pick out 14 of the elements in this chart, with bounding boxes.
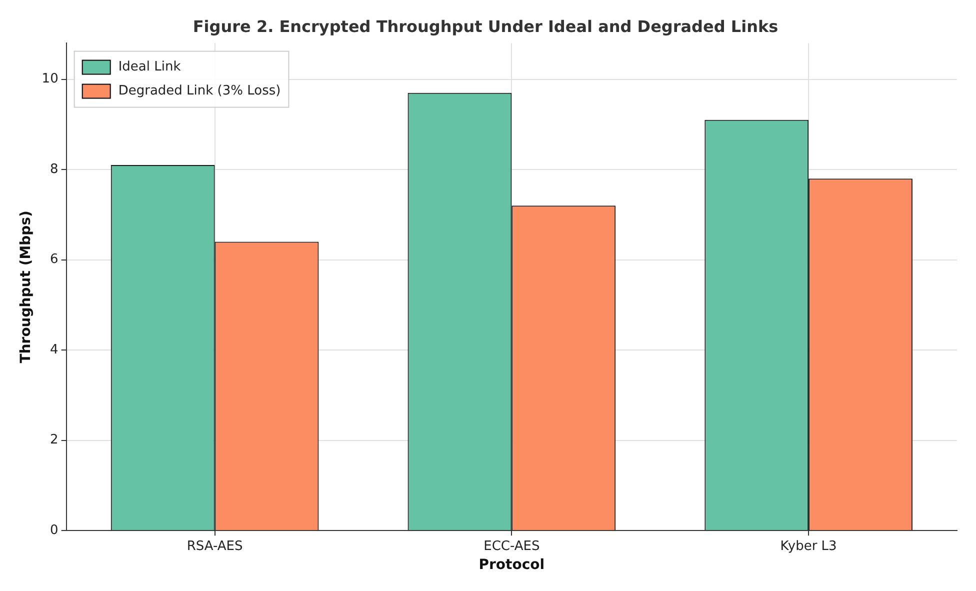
y-tick-label: 4 <box>50 342 58 358</box>
y-tick-label: 10 <box>42 72 58 87</box>
x-tick-label: RSA-AES <box>186 538 243 554</box>
x-tick-label: ECC-AES <box>484 538 540 554</box>
y-tick-label: 0 <box>50 522 58 538</box>
legend-label: Ideal Link <box>118 60 182 75</box>
x-tick-label: Kyber L3 <box>780 538 837 554</box>
x-axis-title: Protocol <box>478 557 545 574</box>
y-tick-label: 2 <box>50 432 58 448</box>
chart-title: Figure 2. Encrypted Throughput Under Ideal and Degraded Links <box>192 16 778 36</box>
y-tick-label: 6 <box>50 252 58 268</box>
legend-label: Degraded Link (3% Loss) <box>118 84 281 99</box>
y-axis-title: Throughput (Mbps) <box>18 210 34 364</box>
y-tick-label: 8 <box>50 162 58 177</box>
